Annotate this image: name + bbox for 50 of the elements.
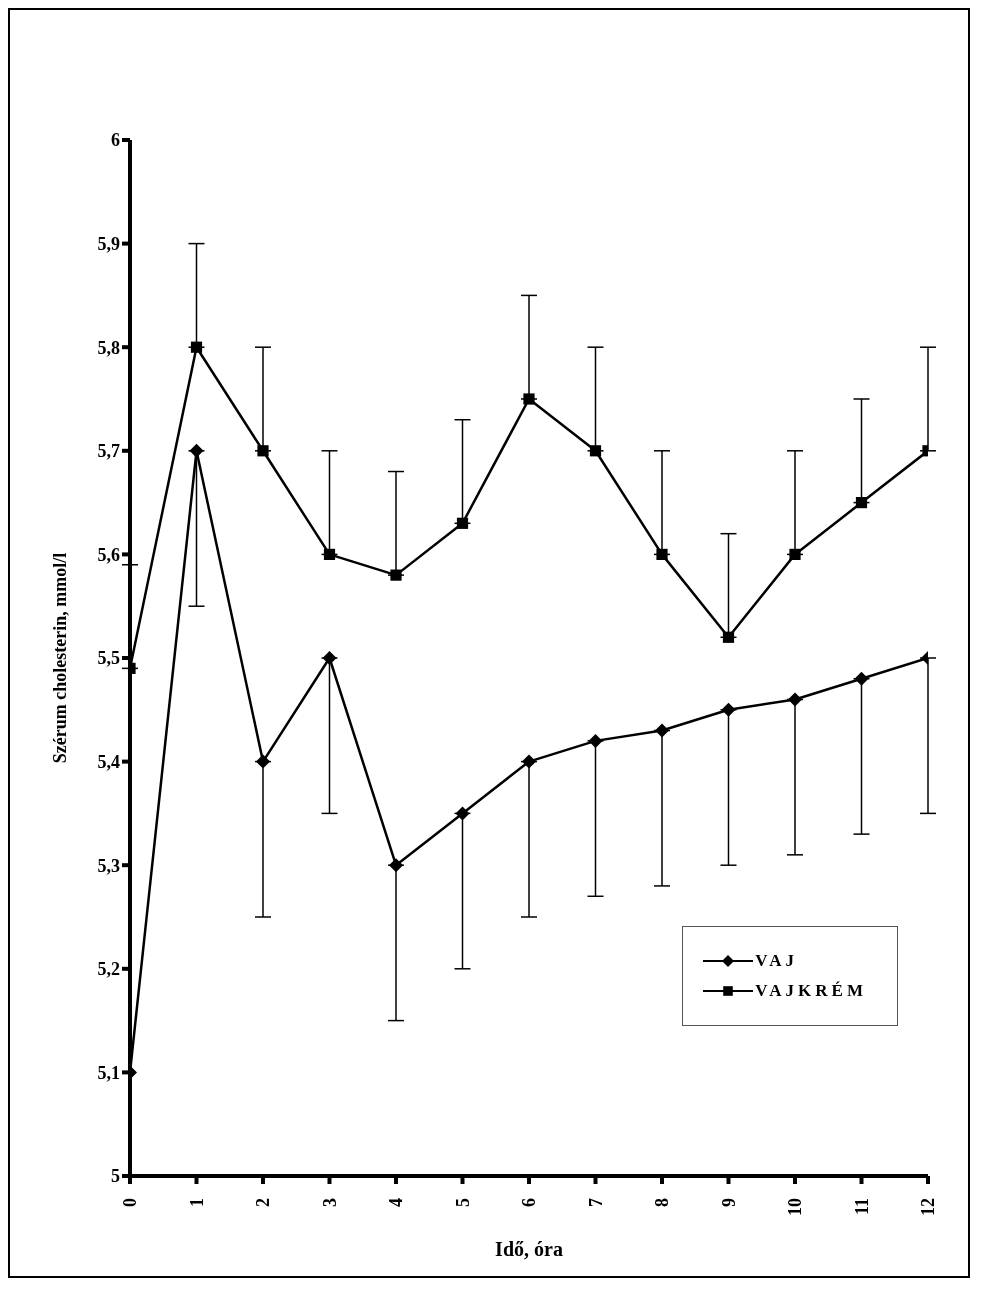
y-tick-label: 5,7 bbox=[97, 441, 120, 462]
point bbox=[855, 497, 868, 509]
y-tick-label: 5 bbox=[111, 1166, 120, 1187]
point bbox=[390, 569, 402, 581]
point bbox=[854, 671, 869, 686]
point bbox=[322, 651, 337, 665]
y-tick-label: 5,5 bbox=[97, 648, 120, 669]
x-axis-title: Idő, óra bbox=[495, 1238, 563, 1260]
y-tick-label: 6 bbox=[111, 130, 120, 151]
x-tick-label: 10 bbox=[785, 1198, 805, 1216]
x-tick-label: 2 bbox=[253, 1198, 273, 1207]
x-tick-label: 0 bbox=[120, 1198, 140, 1207]
y-tick-label: 5,8 bbox=[97, 337, 120, 358]
x-tick-label: 7 bbox=[585, 1198, 606, 1207]
point bbox=[656, 548, 668, 560]
point bbox=[256, 754, 270, 769]
x-tick-label: 11 bbox=[851, 1198, 872, 1216]
y-tick-label: 5,2 bbox=[97, 959, 120, 980]
y-tick-label: 5,1 bbox=[97, 1062, 120, 1083]
y-axis-title: Szérum cholesterin, mmol/l bbox=[50, 552, 71, 764]
point bbox=[655, 723, 669, 738]
point bbox=[456, 517, 469, 529]
x-tick-label: 6 bbox=[519, 1198, 539, 1207]
point bbox=[588, 733, 603, 748]
point bbox=[589, 445, 602, 457]
legend-label: VAJKRÉM bbox=[755, 981, 867, 1001]
x-tick-label: 8 bbox=[652, 1198, 672, 1207]
x-tick-label: 1 bbox=[186, 1198, 207, 1207]
point bbox=[257, 445, 269, 457]
x-tick-label: 5 bbox=[452, 1198, 473, 1207]
point bbox=[455, 806, 470, 821]
x-tick-label: 9 bbox=[718, 1198, 739, 1207]
y-tick-label: 5,9 bbox=[97, 233, 120, 254]
y-tick-label: 5,3 bbox=[97, 855, 120, 876]
point bbox=[323, 548, 336, 560]
x-tick-label: 4 bbox=[386, 1198, 406, 1207]
point bbox=[788, 692, 802, 707]
point bbox=[789, 548, 801, 560]
point bbox=[389, 858, 403, 873]
x-tick-label: 12 bbox=[918, 1198, 938, 1216]
y-tick-label: 5,6 bbox=[97, 544, 120, 565]
point bbox=[722, 631, 735, 643]
point bbox=[189, 443, 204, 458]
point bbox=[190, 341, 203, 353]
x-tick-label: 3 bbox=[319, 1198, 340, 1207]
y-tick-label: 5,4 bbox=[97, 751, 120, 772]
point bbox=[721, 702, 736, 717]
point bbox=[523, 393, 535, 405]
legend-label: VAJ bbox=[755, 951, 799, 971]
point bbox=[522, 754, 536, 769]
